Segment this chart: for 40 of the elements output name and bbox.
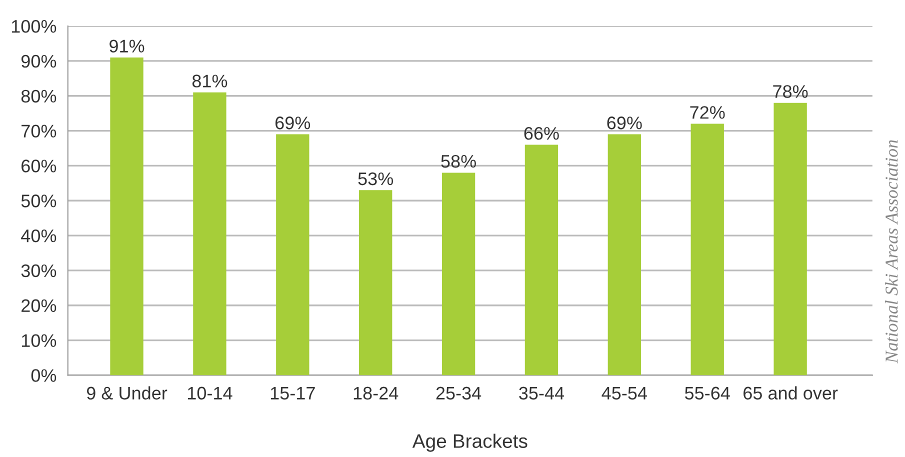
y-tick-label: 0%	[31, 369, 56, 382]
bar	[359, 190, 392, 376]
y-tick-label: 90%	[21, 54, 56, 68]
bar	[110, 57, 144, 376]
y-tick-label: 30%	[21, 264, 56, 278]
data-label: 66%	[524, 127, 559, 140]
y-tick-label: 60%	[22, 160, 56, 172]
x-tick-label: 25-34	[436, 386, 482, 400]
data-label: 69%	[607, 116, 642, 130]
y-tick-label: 50%	[21, 194, 56, 208]
data-label: 78%	[773, 85, 808, 98]
y-tick-label: 70%	[22, 124, 56, 138]
bar	[524, 144, 558, 376]
x-axis-title: Age Brackets	[412, 434, 528, 452]
bar	[690, 124, 724, 376]
data-label: 91%	[110, 40, 144, 53]
bar	[193, 92, 226, 376]
bar	[276, 134, 310, 376]
bar	[774, 102, 807, 376]
y-tick-label: 10%	[22, 334, 56, 347]
y-tick-label: 40%	[21, 229, 56, 242]
x-tick-label: 55-64	[685, 386, 730, 400]
data-label: 72%	[690, 106, 725, 119]
x-tick-label: 15-17	[270, 386, 315, 400]
y-tick-label: 80%	[21, 90, 56, 103]
data-label: 81%	[192, 74, 228, 88]
bar	[608, 134, 642, 376]
y-tick-label: 20%	[22, 299, 56, 312]
y-tick-label: 100%	[12, 20, 56, 33]
data-label: 58%	[441, 154, 476, 168]
x-tick-label: 35-44	[519, 386, 564, 400]
x-tick-label: 18-24	[354, 386, 398, 400]
x-tick-label: 45-54	[602, 386, 647, 400]
x-tick-label: 10-14	[188, 386, 232, 400]
data-label: 69%	[276, 116, 310, 130]
text: National Ski Areas Association	[885, 140, 898, 364]
bar	[442, 172, 476, 376]
x-tick-label: 9 & Under	[86, 386, 168, 400]
x-tick-label: 65 and over	[744, 386, 838, 400]
data-label: 53%	[358, 172, 394, 186]
